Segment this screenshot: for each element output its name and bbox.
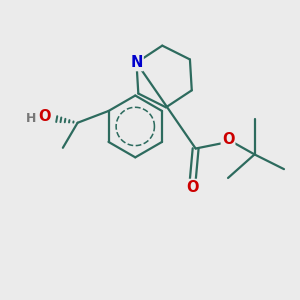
Text: O: O: [38, 109, 51, 124]
Text: O: O: [222, 132, 234, 147]
Text: O: O: [186, 180, 199, 195]
Text: N: N: [130, 55, 143, 70]
Text: H: H: [26, 112, 37, 125]
